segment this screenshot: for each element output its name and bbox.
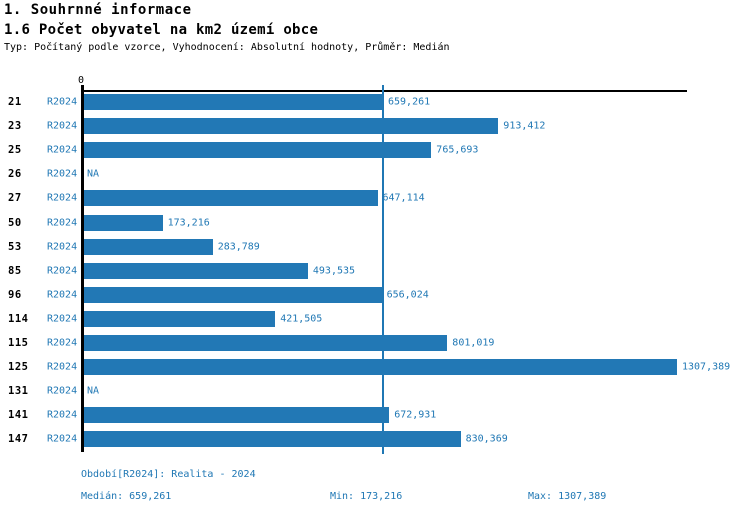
chart-row: 26 R2024 NA xyxy=(0,162,750,186)
row-category-label: 53 xyxy=(8,240,22,253)
row-period-label: R2024 xyxy=(47,409,78,421)
row-category-label: 26 xyxy=(8,168,22,181)
bar xyxy=(84,118,499,135)
chart-meta-line: Typ: Počítaný podle vzorce, Vyhodnocení:… xyxy=(4,42,450,53)
chart-row: 96 R2024 656,024 xyxy=(0,283,750,307)
bar xyxy=(84,359,677,376)
row-period-label: R2024 xyxy=(47,313,78,325)
footer-median: Medián: 659,261 xyxy=(81,491,172,502)
chart-row: 114 R2024 421,505 xyxy=(0,307,750,331)
row-category-label: 96 xyxy=(8,288,22,301)
bar xyxy=(84,238,213,255)
row-category-label: 147 xyxy=(8,433,29,446)
footer-min: Min: 173,216 xyxy=(330,491,403,502)
row-category-label: 131 xyxy=(8,385,29,398)
section-title: 1. Souhrnné informace xyxy=(4,2,192,18)
chart-row: 21 R2024 659,261 xyxy=(0,90,750,114)
row-period-label: R2024 xyxy=(47,120,78,132)
row-value-label: 672,931 xyxy=(394,409,437,421)
row-value-label: 493,535 xyxy=(312,265,356,277)
bar xyxy=(84,94,383,111)
row-period-label: R2024 xyxy=(47,144,78,156)
footer-period-line: Období[R2024]: Realita - 2024 xyxy=(81,469,256,480)
x-axis-line xyxy=(81,90,687,92)
row-value-label: 173,216 xyxy=(167,217,210,229)
row-period-label: R2024 xyxy=(47,433,78,445)
chart-row: 141 R2024 672,931 xyxy=(0,403,750,427)
chart-row: 23 R2024 913,412 xyxy=(0,114,750,138)
chart-row: 115 R2024 801,019 xyxy=(0,331,750,355)
row-period-label: R2024 xyxy=(47,289,78,301)
row-category-label: 27 xyxy=(8,192,22,205)
row-na-label: NA xyxy=(87,168,100,180)
row-value-label: 421,505 xyxy=(280,313,323,325)
median-line xyxy=(382,85,384,454)
chart-row: 125 R2024 1307,389 xyxy=(0,355,750,379)
row-value-label: 656,024 xyxy=(386,289,429,301)
bar xyxy=(84,286,382,303)
row-value-label: 801,019 xyxy=(452,337,495,349)
row-value-label: 647,114 xyxy=(382,192,425,204)
row-period-label: R2024 xyxy=(47,265,78,277)
chart-row: 50 R2024 173,216 xyxy=(0,210,750,234)
bar xyxy=(84,310,276,327)
row-category-label: 21 xyxy=(8,96,22,109)
bar xyxy=(84,262,308,279)
row-value-label: 659,261 xyxy=(388,96,431,108)
row-period-label: R2024 xyxy=(47,217,78,229)
row-value-label: 913,412 xyxy=(503,120,546,132)
chart-row: 131 R2024 NA xyxy=(0,379,750,403)
row-category-label: 23 xyxy=(8,120,22,133)
row-value-label: 1307,389 xyxy=(682,361,731,373)
row-value-label: 830,369 xyxy=(465,433,508,445)
row-period-label: R2024 xyxy=(47,385,78,397)
row-period-label: R2024 xyxy=(47,361,78,373)
y-axis-line xyxy=(81,85,84,452)
row-value-label: 283,789 xyxy=(217,241,260,253)
row-category-label: 50 xyxy=(8,216,22,229)
chart-row: 147 R2024 830,369 xyxy=(0,427,750,451)
chart-title: 1.6 Počet obyvatel na km2 území obce xyxy=(4,22,319,38)
row-period-label: R2024 xyxy=(47,337,78,349)
chart-row: 25 R2024 765,693 xyxy=(0,138,750,162)
row-category-label: 25 xyxy=(8,144,22,157)
chart-row: 85 R2024 493,535 xyxy=(0,259,750,283)
row-period-label: R2024 xyxy=(47,96,78,108)
row-na-label: NA xyxy=(87,385,100,397)
row-period-label: R2024 xyxy=(47,168,78,180)
row-category-label: 141 xyxy=(8,409,29,422)
row-category-label: 125 xyxy=(8,361,29,374)
axis-zero-tick-label: 0 xyxy=(77,75,85,86)
bar xyxy=(84,334,448,351)
row-category-label: 114 xyxy=(8,312,29,325)
bar xyxy=(84,142,432,159)
footer-max: Max: 1307,389 xyxy=(528,491,607,502)
row-period-label: R2024 xyxy=(47,192,78,204)
bar xyxy=(84,431,461,448)
bar xyxy=(84,190,378,207)
bar xyxy=(84,214,163,231)
chart-row: 27 R2024 647,114 xyxy=(0,186,750,210)
row-period-label: R2024 xyxy=(47,241,78,253)
chart-row: 53 R2024 283,789 xyxy=(0,235,750,259)
row-category-label: 115 xyxy=(8,336,29,349)
bar xyxy=(84,407,390,424)
chart-rows: 21 R2024 659,261 23 R2024 913,412 25 R2024 765,6… xyxy=(0,90,750,451)
row-category-label: 85 xyxy=(8,264,22,277)
row-value-label: 765,693 xyxy=(436,144,479,156)
